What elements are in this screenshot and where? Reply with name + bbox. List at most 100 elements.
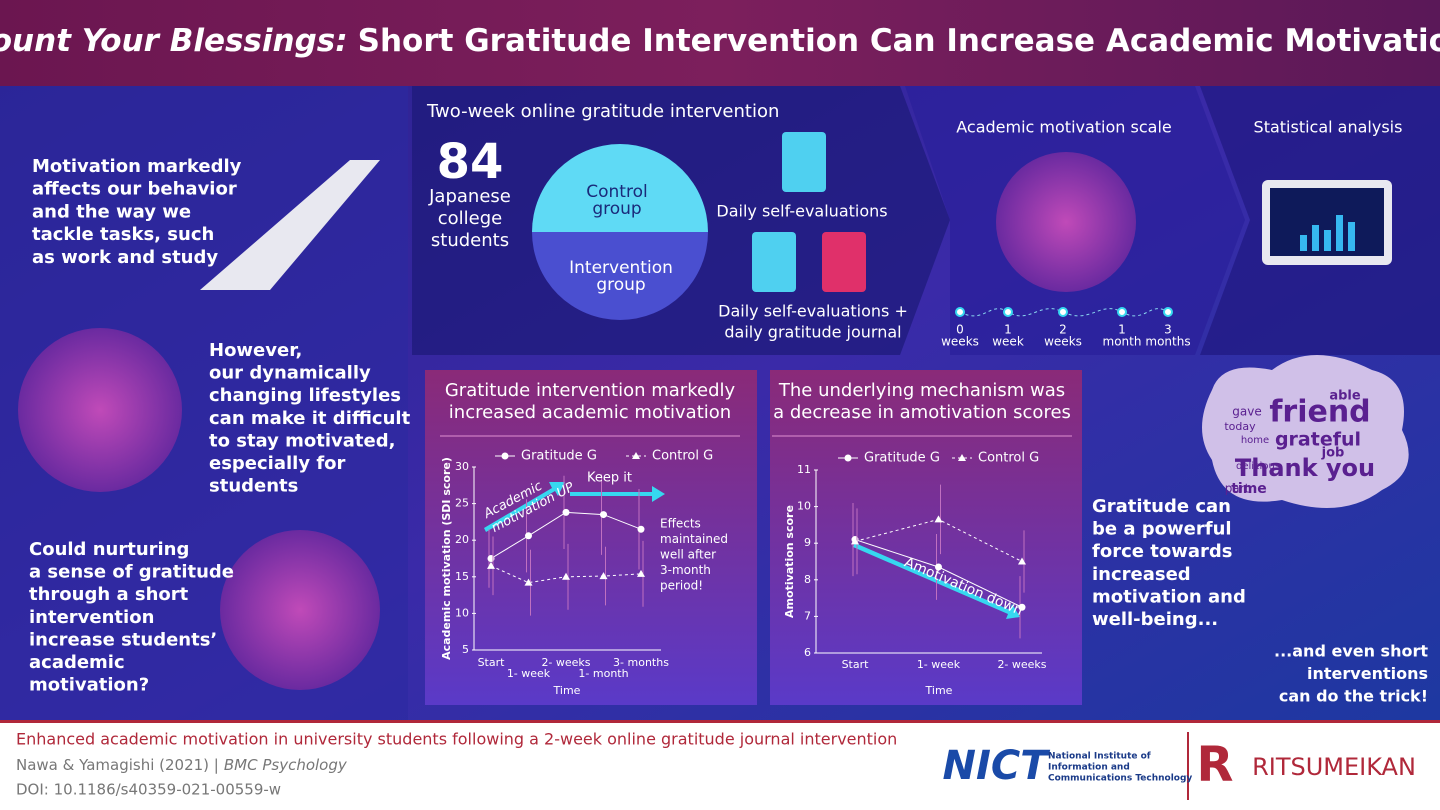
legend-marker bbox=[632, 452, 640, 459]
timeline-dot bbox=[1058, 307, 1068, 317]
nict-logo: NICT bbox=[943, 743, 1051, 789]
intro-text: our dynamically bbox=[209, 363, 371, 384]
icon bbox=[822, 232, 866, 292]
screen-bar bbox=[1300, 235, 1307, 251]
intro-text: students bbox=[209, 476, 298, 497]
y-tick-label: 8 bbox=[804, 573, 811, 586]
nict-name: National Institute of bbox=[1048, 752, 1151, 762]
timeline-dot bbox=[1003, 307, 1013, 317]
participant-count: 84 bbox=[437, 134, 504, 190]
illustration bbox=[220, 530, 380, 690]
y-axis-title: Amotivation score bbox=[783, 505, 796, 618]
y-tick-label: 10 bbox=[797, 500, 811, 513]
point bbox=[487, 561, 495, 569]
y-tick-label: 10 bbox=[455, 606, 469, 619]
annotation: Effects bbox=[660, 517, 701, 531]
cloud-word: grateful bbox=[1275, 429, 1361, 451]
icon bbox=[782, 132, 826, 192]
citation: Nawa & Yamagishi (2021) | BMC Psychology bbox=[16, 756, 348, 774]
task-label: Daily self-evaluations + bbox=[718, 302, 908, 321]
timeline-label: months bbox=[1145, 335, 1190, 349]
word-cloud bbox=[1202, 355, 1409, 508]
timeline-label: week bbox=[992, 335, 1024, 349]
intro-text: can make it difficult bbox=[209, 408, 411, 429]
cloud-word: friend bbox=[1269, 395, 1370, 430]
y-tick-label: 7 bbox=[804, 609, 811, 622]
intro-text: changing lifestyles bbox=[209, 385, 401, 406]
title-lead: Count Your Blessings: bbox=[0, 23, 348, 59]
cloud-word: today bbox=[1224, 420, 1256, 433]
screen-bar bbox=[1348, 222, 1355, 251]
point bbox=[1018, 603, 1026, 611]
timeline-dot bbox=[1163, 307, 1173, 317]
point bbox=[637, 525, 645, 533]
x-tick-label: Start bbox=[842, 658, 870, 671]
control-half bbox=[532, 144, 708, 232]
timeline-label: weeks bbox=[1044, 335, 1082, 349]
x-tick-label: 1- month bbox=[578, 667, 628, 680]
intervention-half bbox=[532, 232, 708, 320]
x-tick-label: 1- week bbox=[507, 667, 551, 680]
participants: Japanese bbox=[428, 186, 511, 207]
x-tick-label: 3- months bbox=[613, 656, 669, 669]
group-label: Intervention bbox=[569, 258, 673, 278]
footer-border bbox=[0, 720, 1440, 723]
y-tick-label: 5 bbox=[462, 643, 469, 656]
annotation: maintained bbox=[660, 532, 728, 546]
cloud-word: home bbox=[1241, 435, 1269, 446]
x-tick-label: 1- week bbox=[917, 658, 961, 671]
group-label: group bbox=[592, 199, 641, 219]
intro-text: Motivation markedly bbox=[32, 156, 242, 177]
section-heading: Academic motivation scale bbox=[956, 118, 1172, 137]
point bbox=[562, 508, 570, 516]
timeline-label: month bbox=[1103, 335, 1142, 349]
cloud-word: Thank you bbox=[1235, 454, 1375, 482]
conclusion-text: well-being... bbox=[1092, 609, 1218, 630]
annotation: period! bbox=[660, 579, 703, 593]
screen-bar bbox=[1324, 230, 1331, 251]
chart-title: increased academic motivation bbox=[449, 402, 731, 423]
arrow bbox=[570, 486, 665, 502]
point bbox=[1018, 557, 1026, 565]
icon bbox=[752, 232, 796, 292]
illustration bbox=[996, 152, 1136, 292]
r-logo: R bbox=[1197, 737, 1234, 793]
point bbox=[600, 511, 607, 519]
intro-text: However, bbox=[209, 340, 302, 361]
conclusion-text: be a powerful bbox=[1092, 519, 1232, 540]
timeline-dot bbox=[1117, 307, 1127, 317]
y-tick-label: 11 bbox=[797, 463, 811, 476]
cloud-word: delicious bbox=[1236, 461, 1280, 472]
conclusion-text: Gratitude can bbox=[1092, 496, 1231, 517]
conclusion-text: increased bbox=[1092, 564, 1191, 585]
task-label: Daily self-evaluations bbox=[716, 202, 887, 221]
x-axis-title: Time bbox=[553, 684, 581, 697]
timeline bbox=[959, 308, 1169, 317]
intro-text: affects our behavior bbox=[32, 179, 237, 200]
point bbox=[935, 563, 942, 571]
timeline-label: 3 bbox=[1164, 323, 1172, 337]
cloud-word: time bbox=[1231, 481, 1267, 497]
task-label: daily gratitude journal bbox=[724, 323, 901, 342]
point bbox=[934, 515, 943, 523]
timeline-label: 2 bbox=[1059, 323, 1067, 337]
point bbox=[525, 532, 532, 540]
arrow bbox=[484, 482, 565, 532]
chart-title: Gratitude intervention markedly bbox=[445, 380, 736, 401]
title: Count Your Blessings: Short Gratitude Int… bbox=[0, 23, 1440, 59]
cloud-word: gave bbox=[1232, 405, 1261, 419]
intro-text: especially for bbox=[209, 453, 346, 474]
cloud-word: able bbox=[1329, 389, 1361, 404]
timeline-label: 0 bbox=[956, 323, 964, 337]
participants: students bbox=[431, 230, 509, 251]
chart-title: The underlying mechanism was bbox=[778, 380, 1065, 401]
y-tick-label: 15 bbox=[455, 570, 469, 583]
x-tick-label: 2- weeks bbox=[541, 656, 590, 669]
stairs-illustration bbox=[200, 160, 380, 290]
cloud-word: part bbox=[1225, 482, 1250, 496]
header-bar bbox=[0, 0, 1440, 86]
legend-label: Control G bbox=[652, 449, 713, 464]
group-label: group bbox=[596, 275, 645, 295]
nict-name: Information and bbox=[1048, 763, 1130, 773]
